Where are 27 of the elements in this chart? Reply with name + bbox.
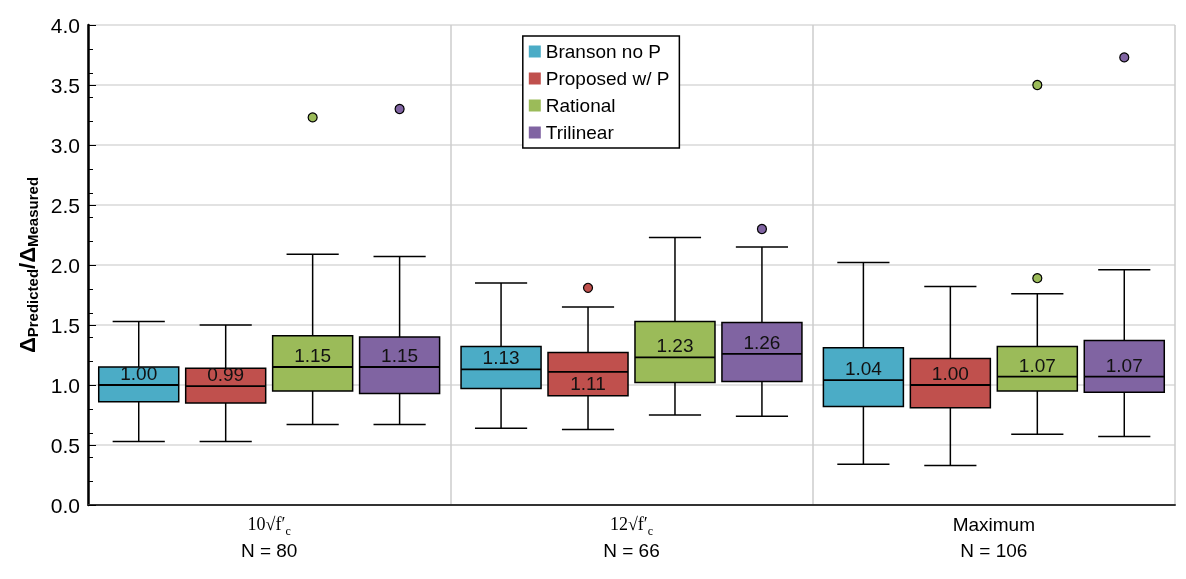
y-tick-label: 2.0 xyxy=(50,253,80,277)
y-tick-label: 4.0 xyxy=(50,13,80,37)
text: 1.00 xyxy=(931,363,969,384)
legend-label: Rational xyxy=(545,95,616,116)
text: 1.07 xyxy=(1105,354,1143,376)
y-tick-label: 0.0 xyxy=(50,493,80,517)
y-tick-label: 1.5 xyxy=(50,313,80,337)
legend-label: Trilinear xyxy=(545,122,615,143)
text: 1.00 xyxy=(120,363,158,384)
legend-label: Branson no P xyxy=(545,41,661,62)
legend-label: Proposed w/ P xyxy=(545,68,670,89)
y-axis-title: ΔPredicted/ΔMeasured xyxy=(14,176,41,354)
text: 1.04 xyxy=(844,358,882,380)
y-tick-label: 2.5 xyxy=(50,193,80,217)
text: 1.15 xyxy=(381,345,419,366)
y-tick-label: 0.5 xyxy=(50,433,80,457)
y-tick-label: 1.0 xyxy=(50,373,80,397)
text: 0.99 xyxy=(207,364,245,386)
x-tick-label: Maximum N = 106 xyxy=(952,513,1036,561)
text: 1.13 xyxy=(482,347,520,369)
y-tick-label: 3.0 xyxy=(50,133,80,157)
text: 1.26 xyxy=(743,331,781,353)
text: 1.23 xyxy=(656,335,694,357)
text: 1.07 xyxy=(1018,354,1056,376)
y-tick-label: 3.5 xyxy=(50,73,80,97)
text: 1.11 xyxy=(570,372,606,394)
text: 1.15 xyxy=(294,345,332,366)
